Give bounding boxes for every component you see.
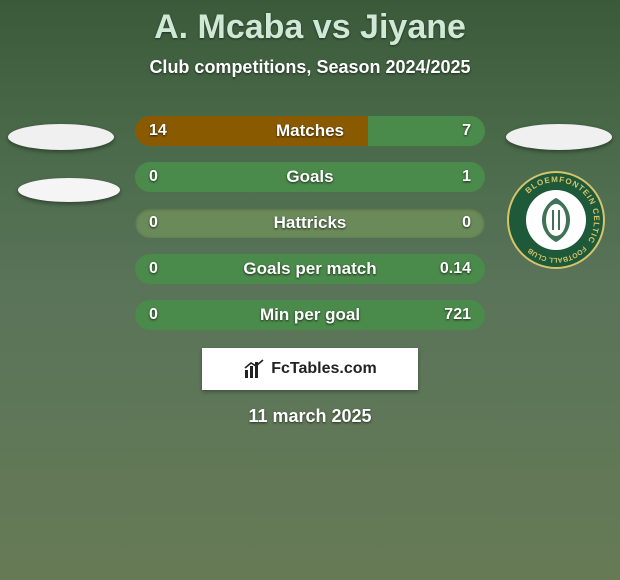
stat-value-left: 0	[149, 214, 158, 232]
stat-row: 0 Min per goal 721	[0, 300, 620, 330]
stat-value-left: 0	[149, 260, 158, 278]
stat-value-right: 721	[444, 306, 471, 324]
chart-icon	[243, 358, 265, 380]
stat-row: 0 Hattricks 0	[0, 208, 620, 238]
stat-value-right: 7	[462, 122, 471, 140]
stat-bar-mpg: 0 Min per goal 721	[135, 300, 485, 330]
stat-label: Min per goal	[260, 305, 360, 325]
stat-value-left: 14	[149, 122, 167, 140]
stat-label: Matches	[276, 121, 344, 141]
brand-text: FcTables.com	[271, 360, 377, 378]
stat-value-right: 0.14	[440, 260, 471, 278]
date-label: 11 march 2025	[0, 406, 620, 427]
stats-list: 14 Matches 7 0 Goals 1 0 Hattricks	[0, 116, 620, 330]
stat-bar-hattricks: 0 Hattricks 0	[135, 208, 485, 238]
stat-label: Goals per match	[243, 259, 376, 279]
page-subtitle: Club competitions, Season 2024/2025	[0, 57, 620, 78]
stat-value-right: 1	[462, 168, 471, 186]
stat-row: 0 Goals 1	[0, 162, 620, 192]
stat-bar-gpm: 0 Goals per match 0.14	[135, 254, 485, 284]
stat-value-right: 0	[462, 214, 471, 232]
stat-value-left: 0	[149, 168, 158, 186]
stat-row: 14 Matches 7	[0, 116, 620, 146]
stat-bar-goals: 0 Goals 1	[135, 162, 485, 192]
stat-bar-matches: 14 Matches 7	[135, 116, 485, 146]
page-title: A. Mcaba vs Jiyane	[0, 0, 620, 47]
stat-value-left: 0	[149, 306, 158, 324]
stat-label: Hattricks	[274, 213, 347, 233]
comparison-card: A. Mcaba vs Jiyane Club competitions, Se…	[0, 0, 620, 580]
brand-link[interactable]: FcTables.com	[202, 348, 418, 390]
stat-label: Goals	[286, 167, 333, 187]
stat-row: 0 Goals per match 0.14	[0, 254, 620, 284]
